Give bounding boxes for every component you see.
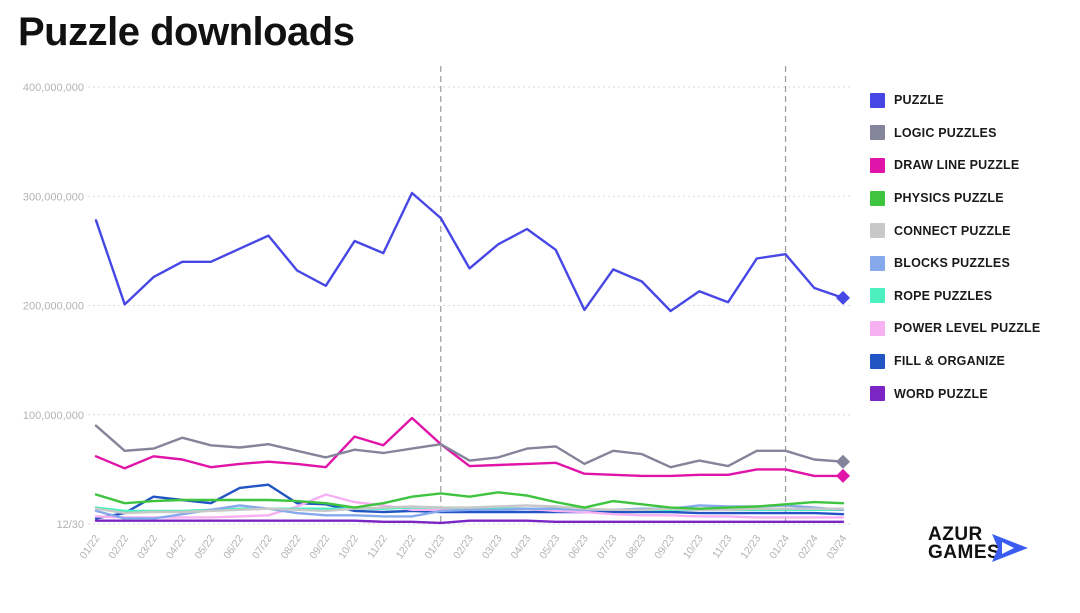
x-tick-label-6: 07/22 (250, 533, 275, 562)
legend-label: ROPE PUZZLES (894, 288, 993, 303)
x-tick-label-26: 03/24 (825, 533, 850, 562)
series-line-word-puzzle (94, 519, 845, 525)
legend-swatch (870, 320, 885, 336)
x-tick-label-18: 07/23 (595, 533, 620, 562)
legend-label: BLOCKS PUZZLES (894, 256, 1010, 271)
line-chart: 12/30 100,000,000 200,000,000 300,000,000 40… (23, 66, 850, 562)
legend-swatch (870, 386, 885, 402)
legend-swatch (870, 190, 885, 206)
chart-title: Puzzle downloads (18, 10, 355, 54)
x-tick-label-11: 12/22 (394, 533, 419, 562)
series-line-connect-puzzle (94, 504, 845, 515)
end-marker-puzzle (836, 290, 850, 305)
x-tick-label-1: 02/22 (106, 533, 131, 562)
legend-swatch (870, 353, 885, 369)
x-tick-label-20: 09/23 (652, 533, 677, 562)
x-tick-label-13: 02/23 (451, 533, 476, 562)
x-tick-label-2: 03/22 (135, 533, 160, 562)
series-line-physics-puzzle (94, 491, 845, 510)
legend-item: PUZZLE (870, 84, 1040, 117)
y-tick-label-2: 200,000,000 (23, 301, 84, 313)
x-tick-label-14: 03/23 (480, 533, 505, 562)
legend-item: PHYSICS PUZZLE (870, 182, 1040, 215)
x-tick-label-22: 11/23 (710, 533, 735, 561)
x-tick-label-19: 08/23 (623, 533, 648, 562)
legend-swatch (870, 92, 885, 108)
series-line-fill-organize (94, 483, 845, 520)
legend-item: WORD PUZZLE (870, 377, 1040, 410)
legend-label: PUZZLE (894, 93, 944, 108)
series-line-logic-puzzles (94, 424, 845, 469)
legend-item: FILL & ORGANIZE (870, 345, 1040, 378)
x-tick-label-5: 06/22 (221, 533, 246, 562)
x-tick-label-23: 12/23 (738, 533, 763, 562)
y-tick-label-4: 400,000,000 (23, 82, 84, 94)
x-tick-label-0: 01/22 (78, 533, 103, 562)
legend-label: PHYSICS PUZZLE (894, 191, 1004, 206)
x-tick-label-8: 09/22 (307, 533, 332, 562)
logo-line2: GAMES (928, 542, 1001, 563)
x-tick-label-10: 11/22 (365, 533, 390, 561)
y-tick-label-0: 12/30 (56, 519, 84, 531)
legend-item: LOGIC PUZZLES (870, 117, 1040, 150)
legend-swatch (870, 125, 885, 141)
legend-label: FILL & ORGANIZE (894, 354, 1006, 369)
legend-item: CONNECT PUZZLE (870, 214, 1040, 247)
x-tick-label-7: 08/22 (279, 533, 304, 562)
logo-line1: AZUR (928, 524, 983, 545)
legend-swatch (870, 255, 885, 271)
legend-label: WORD PUZZLE (894, 386, 988, 401)
legend-label: DRAW LINE PUZZLE (894, 158, 1020, 173)
logo-arrow-icon (992, 534, 1028, 562)
x-tick-label-17: 06/23 (566, 533, 591, 562)
legend-swatch (870, 288, 885, 304)
x-tick-label-4: 05/22 (192, 533, 217, 562)
legend-item: BLOCKS PUZZLES (870, 247, 1040, 280)
y-tick-label-1: 100,000,000 (23, 410, 84, 422)
x-tick-label-3: 04/22 (164, 533, 189, 562)
azur-games-logo: AZUR GAMES (928, 524, 1038, 570)
end-marker-draw-line-puzzle (836, 468, 850, 483)
series-line-puzzle (94, 191, 845, 313)
x-tick-label-12: 01/23 (422, 533, 447, 562)
legend-label: POWER LEVEL PUZZLE (894, 321, 1041, 336)
x-tick-label-9: 10/22 (336, 533, 361, 562)
y-tick-label-3: 300,000,000 (23, 191, 84, 203)
chart-legend: PUZZLE LOGIC PUZZLES DRAW LINE PUZZLE PHYSI… (870, 84, 1040, 410)
legend-swatch (870, 223, 885, 239)
legend-item: ROPE PUZZLES (870, 280, 1040, 313)
legend-label: LOGIC PUZZLES (894, 125, 997, 140)
legend-item: DRAW LINE PUZZLE (870, 149, 1040, 182)
legend-label: CONNECT PUZZLE (894, 223, 1011, 238)
x-tick-label-16: 05/23 (537, 533, 562, 562)
x-tick-label-25: 02/24 (796, 533, 821, 562)
x-tick-label-15: 04/23 (509, 533, 534, 562)
legend-item: POWER LEVEL PUZZLE (870, 312, 1040, 345)
series-line-blocks-puzzles (94, 504, 845, 520)
x-tick-label-21: 10/23 (681, 533, 706, 562)
series-line-draw-line-puzzle (94, 416, 845, 478)
end-marker-logic-puzzles (836, 454, 850, 469)
x-tick-label-24: 01/24 (767, 533, 792, 562)
legend-swatch (870, 157, 885, 173)
